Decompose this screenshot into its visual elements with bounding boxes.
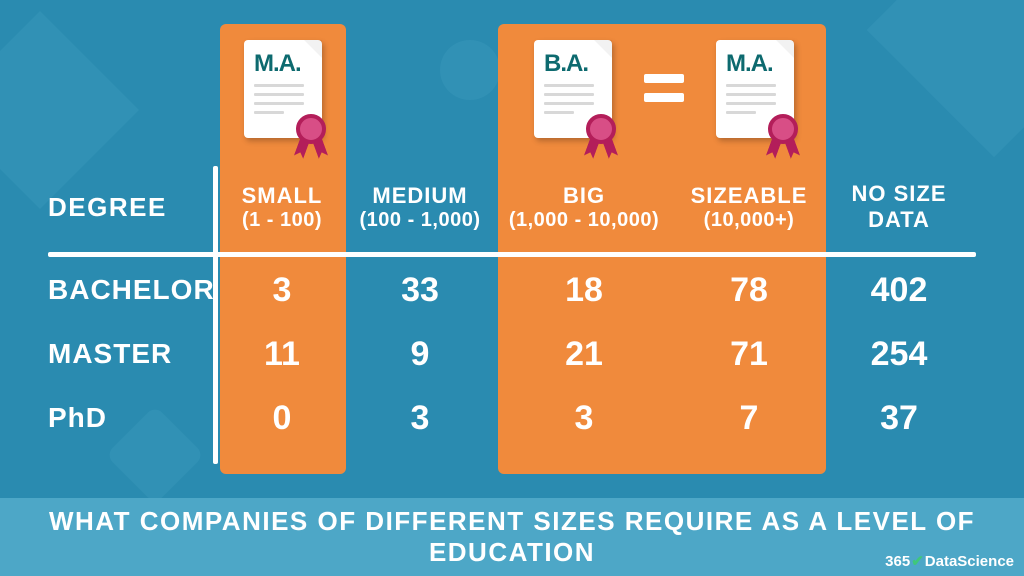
diploma-label: M.A. — [726, 50, 773, 78]
cell: 254 — [824, 335, 974, 374]
cell: 402 — [824, 271, 974, 310]
row-label-phd: PhD — [48, 402, 218, 434]
diploma-label: B.A. — [544, 50, 588, 78]
ribbon-icon — [584, 114, 618, 148]
footer-bar: WHAT COMPANIES OF DIFFERENT SIZES REQUIR… — [0, 498, 1024, 576]
cell: 11 — [218, 335, 346, 374]
diploma-icon: M.A. — [716, 40, 794, 138]
equals-icon — [644, 74, 684, 112]
brand-watermark: 365✔DataScience — [885, 552, 1014, 570]
cell: 21 — [494, 335, 674, 374]
col-head-sizeable: SIZEABLE (10,000+) — [674, 183, 824, 232]
diploma-label: M.A. — [254, 50, 301, 78]
cell: 9 — [346, 335, 494, 374]
col-head-small: SMALL (1 - 100) — [218, 183, 346, 232]
cell: 37 — [824, 399, 974, 438]
cell: 3 — [346, 399, 494, 438]
table-row: MASTER 11 9 21 71 254 — [48, 322, 976, 386]
brand-suffix: DataScience — [925, 553, 1014, 570]
ribbon-icon — [766, 114, 800, 148]
cell: 18 — [494, 271, 674, 310]
row-label-master: MASTER — [48, 338, 218, 370]
infographic-canvas: M.A. B.A. M.A. DEGREE SMALL (1 - 100) MEDI… — [0, 0, 1024, 576]
cell: 78 — [674, 271, 824, 310]
row-label-bachelor: BACHELOR — [48, 274, 218, 306]
cell: 7 — [674, 399, 824, 438]
data-table: DEGREE SMALL (1 - 100) MEDIUM (100 - 1,0… — [48, 170, 976, 450]
table-header-row: DEGREE SMALL (1 - 100) MEDIUM (100 - 1,0… — [48, 170, 976, 244]
cell: 3 — [494, 399, 674, 438]
col-head-nosize: NO SIZE DATA — [824, 181, 974, 233]
check-icon: ✔ — [911, 552, 924, 570]
bg-circle — [440, 40, 500, 100]
col-head-medium: MEDIUM (100 - 1,000) — [346, 183, 494, 232]
cell: 71 — [674, 335, 824, 374]
bg-diamond — [867, 0, 1024, 157]
footer-title: WHAT COMPANIES OF DIFFERENT SIZES REQUIR… — [0, 506, 1024, 568]
diploma-icon: M.A. — [244, 40, 322, 138]
table-row: PhD 0 3 3 7 37 — [48, 386, 976, 450]
table-row: BACHELOR 3 33 18 78 402 — [48, 258, 976, 322]
diploma-icon: B.A. — [534, 40, 612, 138]
brand-prefix: 365 — [885, 553, 910, 570]
cell: 3 — [218, 271, 346, 310]
row-header-label: DEGREE — [48, 192, 218, 223]
cell: 33 — [346, 271, 494, 310]
cell: 0 — [218, 399, 346, 438]
col-head-big: BIG (1,000 - 10,000) — [494, 183, 674, 232]
ribbon-icon — [294, 114, 328, 148]
